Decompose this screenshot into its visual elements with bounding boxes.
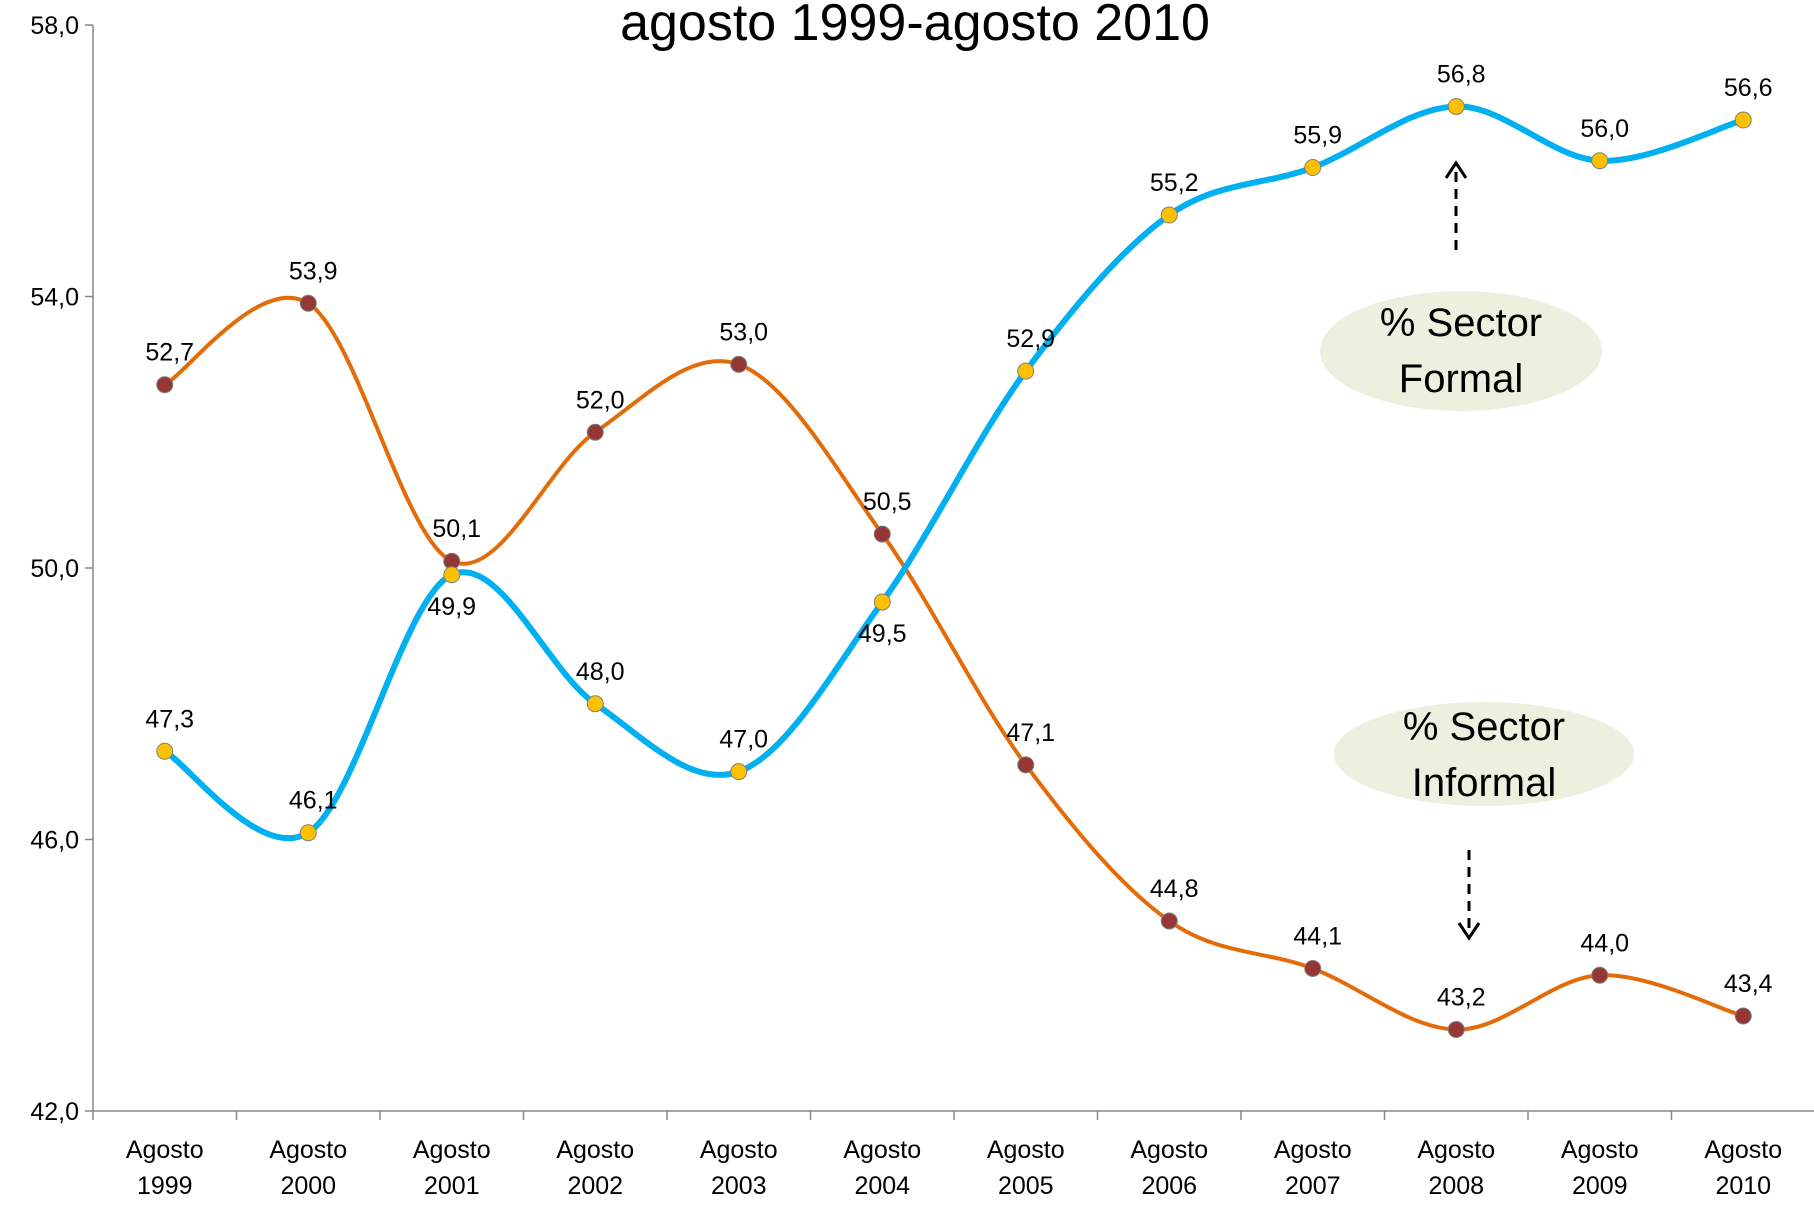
y-tick-label: 50,0	[30, 555, 79, 583]
point-marker	[586, 423, 604, 441]
x-tick-label: Agosto 2010	[1704, 1136, 1782, 1200]
data-label: 49,9	[427, 593, 476, 621]
data-label: 47,1	[1006, 719, 1055, 747]
y-tick-label: 58,0	[30, 12, 79, 40]
annotation: % Sector Informal	[1403, 705, 1565, 805]
data-label: 52,0	[576, 386, 625, 414]
point-marker	[1304, 959, 1322, 977]
data-label: 53,9	[289, 257, 338, 285]
data-label: 50,5	[863, 488, 912, 516]
data-label: 55,9	[1293, 122, 1342, 150]
point-marker	[1734, 111, 1752, 129]
annotation-arrowhead	[1457, 922, 1481, 941]
x-tick-label: Agosto 2004	[843, 1136, 921, 1200]
annotation-bubble	[1334, 702, 1634, 806]
data-label: 52,7	[145, 339, 194, 367]
data-label: 49,5	[858, 620, 907, 648]
data-label: 47,3	[145, 705, 194, 733]
x-tick-label: Agosto 2001	[413, 1136, 491, 1200]
data-label: 48,0	[576, 658, 625, 686]
point-marker	[873, 525, 891, 543]
point-marker	[443, 566, 461, 584]
annotation-arrowhead	[1444, 160, 1468, 179]
point-marker	[1160, 206, 1178, 224]
x-tick-label: Agosto 2007	[1274, 1136, 1352, 1200]
point-marker	[586, 695, 604, 713]
point-marker	[156, 742, 174, 760]
point-marker	[1591, 966, 1609, 984]
x-tick-label: Agosto 2006	[1130, 1136, 1208, 1200]
annotation-bubble	[1320, 291, 1602, 411]
data-label: 52,9	[1006, 325, 1055, 353]
data-label: 43,4	[1724, 970, 1773, 998]
data-label: 44,8	[1150, 875, 1199, 903]
x-tick-label: Agosto 1999	[126, 1136, 204, 1200]
x-tick-label: Agosto 2003	[700, 1136, 778, 1200]
point-marker	[1160, 912, 1178, 930]
data-label: 50,1	[432, 515, 481, 543]
point-marker	[299, 824, 317, 842]
point-marker	[1591, 152, 1609, 170]
x-tick-label: Agosto 2002	[556, 1136, 634, 1200]
point-marker	[730, 763, 748, 781]
data-label: 44,1	[1293, 922, 1342, 950]
chart-title: agosto 1999-agosto 2010	[620, 0, 1210, 52]
data-label: 47,0	[719, 726, 768, 754]
data-label: 56,6	[1724, 74, 1773, 102]
point-marker	[873, 593, 891, 611]
y-tick-label: 54,0	[30, 284, 79, 312]
x-tick-label: Agosto 2000	[269, 1136, 347, 1200]
point-marker	[1304, 159, 1322, 177]
data-label: 55,2	[1150, 169, 1199, 197]
x-tick-label: Agosto 2005	[987, 1136, 1065, 1200]
annotation: % Sector Formal	[1380, 301, 1542, 401]
point-marker	[1734, 1007, 1752, 1025]
point-marker	[730, 355, 748, 373]
point-marker	[156, 376, 174, 394]
x-tick-label: Agosto 2009	[1561, 1136, 1639, 1200]
point-marker	[1017, 362, 1035, 380]
data-label: 43,2	[1437, 984, 1486, 1012]
y-tick-label: 42,0	[30, 1098, 79, 1126]
x-tick-label: Agosto 2008	[1417, 1136, 1495, 1200]
point-marker	[1017, 756, 1035, 774]
data-label: 44,0	[1580, 929, 1629, 957]
data-label: 56,8	[1437, 60, 1486, 88]
data-label: 56,0	[1580, 115, 1629, 143]
data-label: 53,0	[719, 318, 768, 346]
point-marker	[299, 294, 317, 312]
point-marker	[1447, 97, 1465, 115]
point-marker	[1447, 1021, 1465, 1039]
data-label: 46,1	[289, 787, 338, 815]
y-tick-label: 46,0	[30, 827, 79, 855]
